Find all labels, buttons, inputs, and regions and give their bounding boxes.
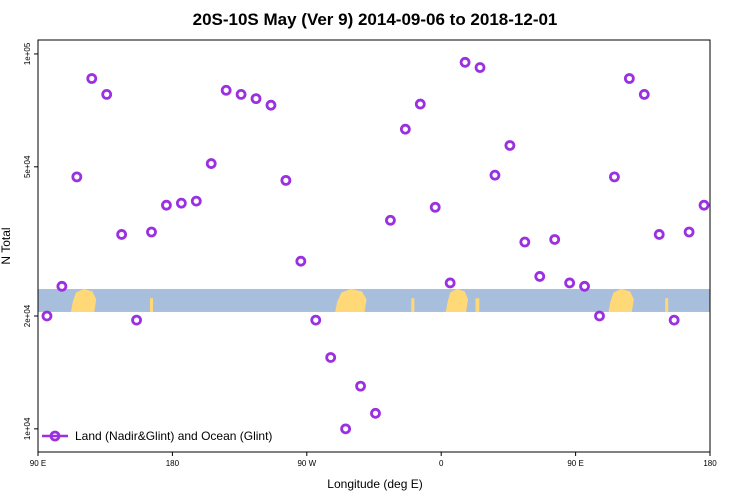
data-point <box>414 98 426 110</box>
data-point <box>534 271 546 282</box>
data-point <box>56 280 68 292</box>
data-point <box>594 310 605 322</box>
data-point <box>668 314 680 326</box>
y-axis-ticks: 1e+04 2e+04 5e+04 1e+05 <box>23 42 38 440</box>
x-axis-label: Longitude (deg E) <box>327 477 422 491</box>
y-tick-label: 5e+04 <box>23 155 32 178</box>
data-point <box>698 199 710 211</box>
data-point <box>564 277 576 289</box>
data-point <box>190 195 202 207</box>
x-tick-label: 90 E <box>567 459 583 468</box>
data-point <box>310 314 322 326</box>
legend: Land (Nadir&Glint) and Ocean (Glint) <box>42 429 272 443</box>
data-point <box>220 84 232 96</box>
data-point <box>579 280 590 292</box>
data-point <box>265 99 277 111</box>
x-tick-label: 180 <box>703 459 717 468</box>
y-tick-label: 2e+04 <box>23 304 32 327</box>
land-ocean-band <box>38 289 710 312</box>
land-australia-left <box>70 289 97 312</box>
data-point <box>325 352 337 363</box>
land-island <box>411 298 415 312</box>
data-point <box>146 226 157 238</box>
data-point <box>638 88 650 100</box>
data-point <box>429 201 441 213</box>
data-point <box>280 174 292 186</box>
legend-marker <box>49 430 61 442</box>
data-point <box>385 214 396 226</box>
data-point <box>623 73 635 84</box>
data-point <box>116 229 128 240</box>
data-point <box>399 123 411 135</box>
data-point <box>250 93 262 105</box>
data-point <box>370 407 381 419</box>
plot-frame <box>37 39 711 453</box>
land-island <box>150 298 153 312</box>
data-point <box>41 310 53 322</box>
x-tick-label: 180 <box>166 459 180 468</box>
data-point <box>549 234 561 245</box>
data-point <box>161 199 172 211</box>
data-point <box>489 169 501 181</box>
data-point <box>683 226 695 238</box>
data-point <box>131 314 142 326</box>
data-point <box>653 229 665 240</box>
data-point <box>519 236 531 248</box>
land-island <box>475 298 480 312</box>
data-point <box>295 255 307 267</box>
data-point <box>175 197 187 209</box>
legend-label: Land (Nadir&Glint) and Ocean (Glint) <box>75 429 272 443</box>
x-tick-label: 90 W <box>297 459 316 468</box>
x-axis-ticks: 90 E 180 90 W 0 90 E 180 <box>30 452 717 468</box>
data-point <box>86 73 98 84</box>
x-tick-label: 90 E <box>30 459 46 468</box>
data-point <box>71 171 83 183</box>
data-point <box>474 62 486 73</box>
land-south-america <box>335 289 367 312</box>
data-point <box>235 88 247 100</box>
scatter-points <box>41 56 710 435</box>
data-point <box>609 171 620 183</box>
y-axis-label: N Total <box>0 227 13 264</box>
land-australia-right <box>608 289 634 312</box>
data-point <box>444 277 456 289</box>
y-tick-label: 1e+04 <box>23 417 32 440</box>
land-island <box>665 298 669 312</box>
data-point <box>340 423 352 435</box>
y-tick-label: 1e+05 <box>23 42 32 65</box>
data-point <box>504 140 516 151</box>
data-point <box>101 88 113 100</box>
land-africa <box>445 289 469 312</box>
chart-title: 20S-10S May (Ver 9) 2014-09-06 to 2018-1… <box>193 10 558 29</box>
x-tick-label: 0 <box>439 459 444 468</box>
ocean-band <box>38 289 710 312</box>
data-point <box>355 380 366 392</box>
data-point <box>459 56 471 68</box>
data-point <box>205 158 217 169</box>
